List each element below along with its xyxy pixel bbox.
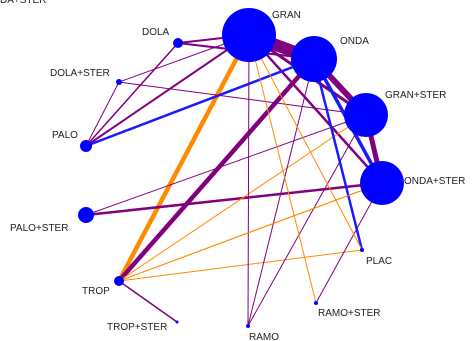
- node-label-palo-plus-ster: PALO+STER: [10, 223, 68, 234]
- node-onda: [291, 36, 337, 82]
- node-ramo-plus-ster: [314, 301, 318, 305]
- edge-palo-to-gran: [85, 34, 250, 147]
- edge-onda-to-ramo: [247, 58, 315, 327]
- edge-gran-to-plac: [248, 34, 363, 251]
- node-label-da-plus-ster: DA+STER: [0, 0, 46, 6]
- node-label-gran: GRAN: [272, 10, 301, 21]
- edge-trop-to-gran-plus-ster: [118, 114, 367, 282]
- edge-gran-to-ramo-plus-ster: [248, 34, 317, 304]
- edge-dola-to-palo: [85, 42, 179, 147]
- edge-onda-plus-ster-to-trop: [118, 182, 383, 282]
- edge-gran-to-ramo: [247, 34, 250, 327]
- edge-onda-plus-ster-to-ramo-plus-ster: [315, 182, 383, 304]
- node-label-onda: ONDA: [340, 36, 369, 47]
- edge-trop-to-trop-plus-ster: [118, 280, 178, 323]
- node-dola: [173, 38, 183, 48]
- node-label-dola: DOLA: [142, 27, 170, 38]
- node-label-dola-plus-ster: DOLA+STER: [50, 68, 110, 79]
- node-dola-plus-ster: [116, 79, 122, 85]
- node-label-trop-plus-ster: TROP+STER: [107, 322, 167, 333]
- edge-gran-plus-ster-to-ramo: [247, 114, 367, 327]
- node-label-onda-plus-ster: ONDA+STER: [404, 176, 465, 187]
- node-palo: [80, 140, 92, 152]
- edge-gran-to-trop: [116, 32, 252, 284]
- node-label-palo: PALO: [52, 130, 78, 141]
- node-label-plac: PLAC: [366, 256, 392, 267]
- edge-palo-plus-ster-to-onda-plus-ster: [84, 181, 384, 217]
- edge-layer: [84, 29, 385, 327]
- node-label-ramo-plus-ster: RAMO+STER: [318, 308, 381, 319]
- node-trop: [114, 276, 124, 286]
- node-label-trop: TROP: [82, 286, 110, 297]
- edge-palo-plus-ster-to-gran-plus-ster: [85, 114, 367, 216]
- edge-gran-to-onda-plus-ster: [247, 33, 384, 185]
- node-layer: [78, 8, 404, 328]
- node-ramo: [246, 324, 250, 328]
- node-palo-plus-ster: [78, 207, 94, 223]
- edge-trop-to-plac: [118, 249, 363, 282]
- node-label-ramo: RAMO: [249, 332, 279, 341]
- edge-palo-to-onda: [84, 57, 316, 148]
- edge-dola-plus-ster-to-palo: [85, 81, 120, 147]
- node-label-gran-plus-ster: GRAN+STER: [385, 90, 446, 101]
- edge-dola-plus-ster-to-gran-plus-ster: [118, 81, 367, 116]
- edge-onda-to-plac: [312, 57, 364, 252]
- node-gran: [222, 8, 276, 62]
- node-plac: [360, 248, 364, 252]
- node-trop-plus-ster: [175, 320, 179, 324]
- node-gran-plus-ster: [344, 93, 388, 137]
- node-onda-plus-ster: [360, 161, 404, 205]
